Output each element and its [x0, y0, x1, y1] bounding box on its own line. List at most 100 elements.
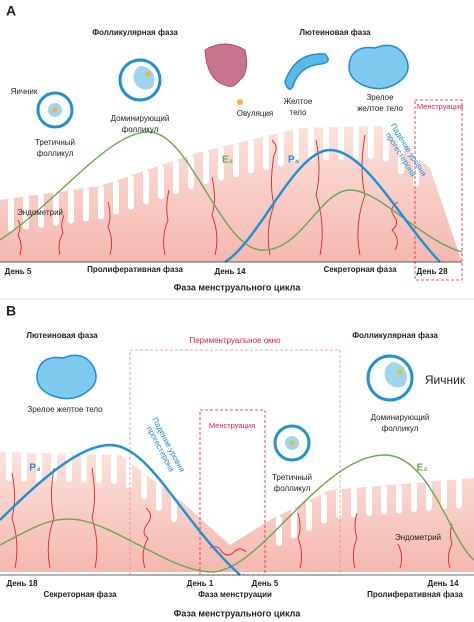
glands — [6, 451, 462, 546]
panel-a: A Фолликулярная фаза Лютеиновая фаза Яич… — [0, 3, 463, 292]
p4-curve — [224, 148, 441, 264]
vessel — [209, 546, 247, 556]
gland — [218, 146, 224, 181]
gland — [336, 488, 342, 519]
gland — [381, 484, 387, 515]
label-line: Желтое — [284, 97, 313, 106]
vessel — [315, 139, 323, 256]
vessel — [163, 189, 170, 256]
gland — [306, 501, 312, 531]
menstruation-box — [414, 99, 463, 281]
ovulated-oocyte — [237, 99, 243, 105]
vessel — [391, 201, 399, 251]
label-line: Третичный — [35, 138, 75, 147]
gland — [36, 451, 42, 482]
vessel — [447, 523, 453, 569]
vessels — [11, 467, 453, 569]
vessel — [357, 134, 366, 256]
gland — [366, 486, 372, 516]
gland — [188, 155, 194, 190]
gland — [323, 126, 329, 161]
gland — [321, 493, 327, 524]
gland — [143, 170, 149, 205]
phase-label: Фолликулярная фаза — [352, 331, 438, 340]
gland — [248, 139, 254, 174]
oocyte-icon — [289, 440, 295, 446]
label-line: желтое тело — [357, 104, 403, 113]
endometrium-label: Эндометрий — [395, 533, 441, 542]
gland — [291, 508, 297, 539]
e2-label: E₂ — [416, 463, 427, 474]
gland — [351, 487, 357, 518]
gland — [293, 128, 299, 163]
e2-label: E₂ — [222, 155, 233, 166]
gland — [156, 481, 162, 511]
gland — [83, 187, 89, 222]
menstruation-label: Менструация — [209, 421, 255, 430]
follicle-label: Доминирующий фолликул — [111, 114, 170, 134]
vessel — [17, 219, 22, 256]
gland — [96, 453, 102, 484]
ovary-label: Яичник — [425, 373, 466, 387]
gland — [173, 160, 179, 195]
label-line: фолликул — [382, 424, 419, 433]
vessel — [107, 201, 113, 256]
gland — [338, 126, 344, 161]
perimenstrual-label: Периментруальное окно — [189, 336, 281, 345]
gland — [396, 483, 402, 514]
gland — [126, 458, 132, 489]
day-label: День 1 — [187, 579, 214, 588]
menstruation-label: Менструация — [417, 102, 463, 111]
ovary-label: Яичник — [11, 87, 38, 96]
gland — [141, 469, 147, 500]
follicle-label: Третичный фолликул — [35, 138, 75, 158]
vessel — [11, 472, 18, 569]
gland — [441, 479, 447, 510]
gland — [203, 150, 209, 185]
day-label: День 5 — [5, 267, 32, 276]
gland — [398, 140, 404, 175]
day-label: День 28 — [416, 267, 448, 276]
follicle-fluid — [384, 362, 408, 388]
ovulation-icon — [204, 43, 248, 88]
axis-title: Фаза менструального цикла — [174, 608, 302, 618]
gland — [158, 165, 164, 200]
vessel — [142, 507, 151, 569]
gland — [38, 193, 44, 228]
gland — [263, 135, 269, 170]
gland — [113, 180, 119, 215]
glands — [8, 125, 419, 232]
vessels — [17, 134, 399, 256]
e2-curve — [0, 131, 463, 253]
gland — [383, 127, 389, 162]
mature-corpus-luteum-icon — [348, 44, 409, 90]
e2-curve — [0, 454, 474, 573]
gland — [21, 451, 27, 482]
oocyte-icon — [145, 71, 151, 77]
oocyte-icon — [397, 369, 403, 375]
gland — [353, 125, 359, 160]
follicle-label: Третичный фолликул — [272, 473, 312, 493]
phase-axis-label: Пролиферативная фаза — [367, 590, 463, 599]
label-line: фолликул — [122, 125, 159, 134]
gland — [98, 185, 104, 220]
p4-label: P₄ — [29, 463, 41, 474]
phase-label: Лютеиновая фаза — [26, 331, 98, 340]
phase-axis-label: Пролиферативная фаза — [87, 265, 183, 274]
vessel — [297, 512, 303, 569]
gland — [51, 452, 57, 483]
gland — [368, 125, 374, 160]
label-line: Доминирующий — [371, 413, 430, 422]
phase-axis-label: Секреторная фаза — [323, 265, 397, 274]
gland — [456, 478, 462, 509]
vessel — [397, 543, 403, 569]
p4-label: P₄ — [288, 155, 300, 166]
gland — [276, 516, 282, 546]
vessel — [91, 467, 98, 569]
vessel — [267, 139, 277, 256]
phase-axis-label: Секреторная фаза — [43, 590, 117, 599]
mature-corpus-luteum-label: Зрелое желтое тело — [27, 405, 103, 414]
phase-label: Лютеиновая фаза — [299, 28, 371, 37]
